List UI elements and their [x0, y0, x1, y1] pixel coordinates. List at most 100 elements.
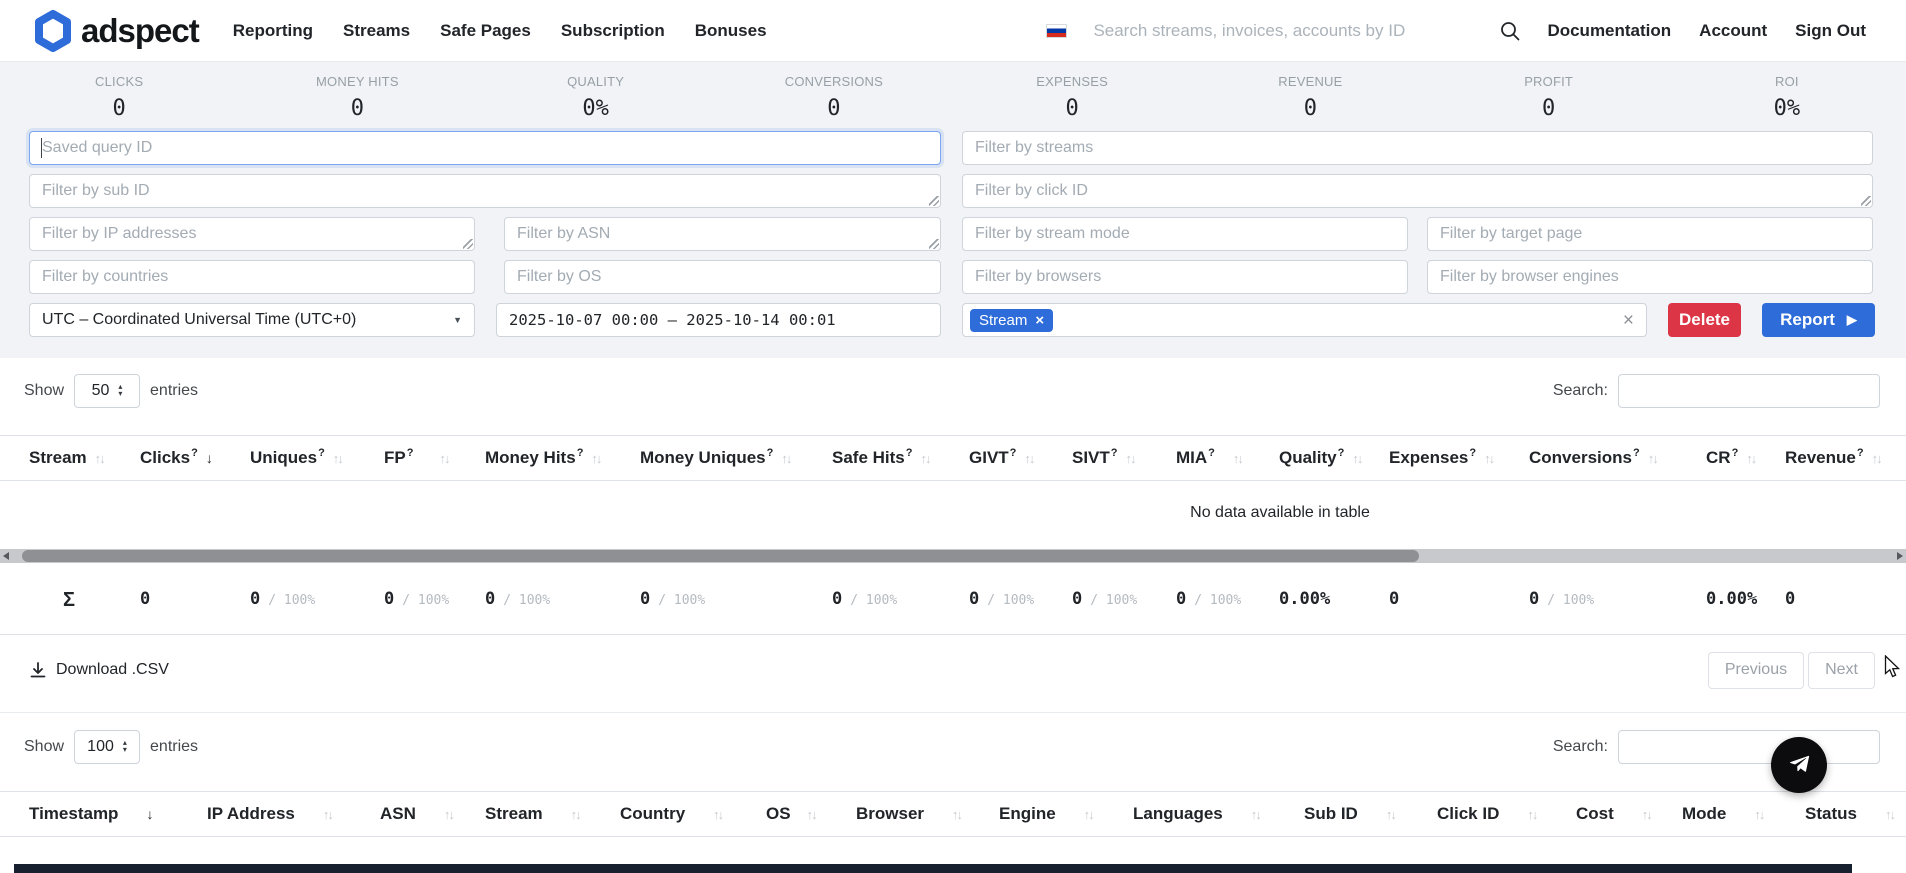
sort-icon[interactable]: ↑↓ — [1024, 450, 1035, 466]
col-timestamp[interactable]: Timestamp ↓ — [29, 804, 154, 823]
horizontal-scrollbar[interactable] — [0, 549, 1906, 563]
col-uniques[interactable]: Uniques? ↑↓ — [250, 447, 344, 467]
help-icon[interactable]: ? — [1208, 447, 1215, 459]
help-icon[interactable]: ? — [1731, 447, 1739, 459]
sort-desc-icon[interactable]: ↓ — [146, 806, 154, 822]
col-click-id[interactable]: Click ID ↑↓ — [1437, 804, 1538, 823]
sort-icon[interactable]: ↑↓ — [1527, 806, 1538, 822]
sort-icon[interactable]: ↑↓ — [439, 450, 450, 466]
col-cost[interactable]: Cost ↑↓ — [1576, 804, 1653, 823]
col-fp[interactable]: FP? ↑↓ — [384, 447, 450, 467]
stream-tag[interactable]: Stream × — [970, 308, 1054, 332]
sort-icon[interactable]: ↑↓ — [94, 450, 106, 466]
col-country[interactable]: Country ↑↓ — [620, 804, 724, 823]
sort-icon[interactable]: ↑↓ — [713, 806, 724, 822]
col-stream2[interactable]: Stream ↑↓ — [485, 804, 582, 823]
brand-logo[interactable]: adspect — [34, 9, 200, 52]
col-conversions[interactable]: Conversions? ↑↓ — [1529, 447, 1659, 467]
col-browser[interactable]: Browser ↑↓ — [856, 804, 963, 823]
sort-icon[interactable]: ↑↓ — [332, 450, 344, 466]
browser-engines-filter-input[interactable] — [1427, 260, 1873, 294]
scrollbar-thumb[interactable] — [22, 550, 1419, 562]
sort-icon[interactable]: ↑↓ — [322, 806, 334, 822]
col-money-uniques[interactable]: Money Uniques? ↑↓ — [640, 447, 792, 467]
table2-search-input[interactable] — [1618, 730, 1880, 764]
scroll-left-arrow-icon[interactable] — [3, 552, 9, 560]
report-button[interactable]: Report ▶ — [1762, 303, 1875, 337]
sort-icon[interactable]: ↑↓ — [591, 450, 602, 466]
target-page-filter-input[interactable] — [1427, 217, 1873, 251]
help-icon[interactable]: ? — [1110, 447, 1118, 459]
delete-button[interactable]: Delete — [1668, 303, 1741, 337]
nav-reporting[interactable]: Reporting — [232, 20, 313, 40]
page-size-select[interactable]: 50 ▴ ▾ — [74, 374, 141, 408]
streams-filter-input[interactable] — [962, 131, 1873, 165]
help-icon[interactable]: ? — [1856, 447, 1864, 459]
nav-sign-out[interactable]: Sign Out — [1795, 20, 1866, 40]
sort-icon[interactable]: ↑↓ — [1754, 806, 1765, 822]
sort-icon[interactable]: ↑↓ — [1647, 450, 1659, 466]
sort-icon[interactable]: ↑↓ — [1484, 450, 1495, 466]
page-size-select-2[interactable]: 100 ▴ ▾ — [74, 730, 141, 764]
col-expenses[interactable]: Expenses? ↑↓ — [1389, 447, 1495, 467]
col-mia[interactable]: MIA? ↑↓ — [1176, 447, 1244, 467]
sort-icon[interactable]: ↑↓ — [1884, 806, 1896, 822]
help-icon[interactable]: ? — [406, 447, 414, 459]
date-range-input[interactable] — [496, 303, 941, 337]
clear-field-icon[interactable]: × — [1622, 309, 1634, 331]
os-filter-input[interactable] — [504, 260, 941, 294]
search-button[interactable] — [1499, 20, 1521, 42]
col-status[interactable]: Status ↑↓ — [1805, 804, 1896, 823]
help-icon[interactable]: ? — [1469, 447, 1477, 459]
sort-icon[interactable]: ↑↓ — [570, 806, 582, 822]
col-sivt[interactable]: SIVT? ↑↓ — [1072, 447, 1137, 467]
click-id-filter-input[interactable] — [962, 174, 1873, 208]
table1-search-input[interactable] — [1618, 374, 1880, 408]
col-givt[interactable]: GIVT? ↑↓ — [969, 447, 1035, 467]
help-icon[interactable]: ? — [576, 447, 584, 459]
help-icon[interactable]: ? — [318, 447, 325, 459]
sort-icon[interactable]: ↑↓ — [920, 450, 931, 466]
language-flag-icon[interactable] — [1046, 23, 1068, 38]
col-stream[interactable]: Stream ↑↓ — [29, 448, 106, 467]
nav-bonuses[interactable]: Bonuses — [694, 20, 767, 40]
next-page-button[interactable]: Next — [1808, 651, 1875, 689]
sort-icon[interactable]: ↑↓ — [1352, 450, 1363, 466]
timezone-select[interactable]: UTC – Coordinated Universal Time (UTC+0)… — [29, 303, 475, 337]
nav-documentation[interactable]: Documentation — [1547, 20, 1672, 40]
col-cr[interactable]: CR? ↑↓ — [1706, 447, 1757, 467]
stream-mode-filter-input[interactable] — [962, 217, 1408, 251]
sort-icon[interactable]: ↑↓ — [1871, 450, 1883, 466]
nav-account[interactable]: Account — [1699, 20, 1768, 40]
telegram-button[interactable] — [1771, 737, 1827, 793]
col-clicks[interactable]: Clicks? ↓ — [140, 447, 213, 467]
nav-subscription[interactable]: Subscription — [560, 20, 665, 40]
sort-icon[interactable]: ↑↓ — [443, 806, 455, 822]
countries-filter-input[interactable] — [29, 260, 475, 294]
sort-icon[interactable]: ↑↓ — [781, 450, 792, 466]
sort-icon[interactable]: ↑↓ — [1232, 450, 1244, 466]
download-csv-button[interactable]: Download .CSV — [29, 661, 169, 679]
sort-icon[interactable]: ↑↓ — [1641, 806, 1653, 822]
asn-filter-input[interactable] — [504, 217, 941, 251]
sort-icon[interactable]: ↑↓ — [1083, 806, 1095, 822]
sort-icon[interactable]: ↑↓ — [1250, 806, 1262, 822]
col-safe-hits[interactable]: Safe Hits? ↑↓ — [832, 447, 931, 467]
global-search-input[interactable] — [1093, 20, 1482, 41]
sort-desc-icon[interactable]: ↓ — [205, 450, 213, 466]
scroll-right-arrow-icon[interactable] — [1897, 552, 1903, 560]
help-icon[interactable]: ? — [1337, 447, 1345, 459]
browsers-filter-input[interactable] — [962, 260, 1408, 294]
col-ip-address[interactable]: IP Address ↑↓ — [207, 804, 334, 823]
help-icon[interactable]: ? — [1632, 447, 1640, 459]
help-icon[interactable]: ? — [1009, 447, 1017, 459]
nav-safe-pages[interactable]: Safe Pages — [440, 20, 531, 40]
dimensions-tag-input[interactable]: Stream × × — [962, 303, 1647, 337]
col-asn[interactable]: ASN ↑↓ — [380, 804, 455, 823]
help-icon[interactable]: ? — [191, 447, 198, 459]
sort-icon[interactable]: ↑↓ — [1385, 806, 1397, 822]
col-languages[interactable]: Languages ↑↓ — [1133, 804, 1262, 823]
ip-filter-input[interactable] — [29, 217, 475, 251]
sub-id-filter-input[interactable] — [29, 174, 941, 208]
remove-tag-icon[interactable]: × — [1035, 311, 1045, 329]
